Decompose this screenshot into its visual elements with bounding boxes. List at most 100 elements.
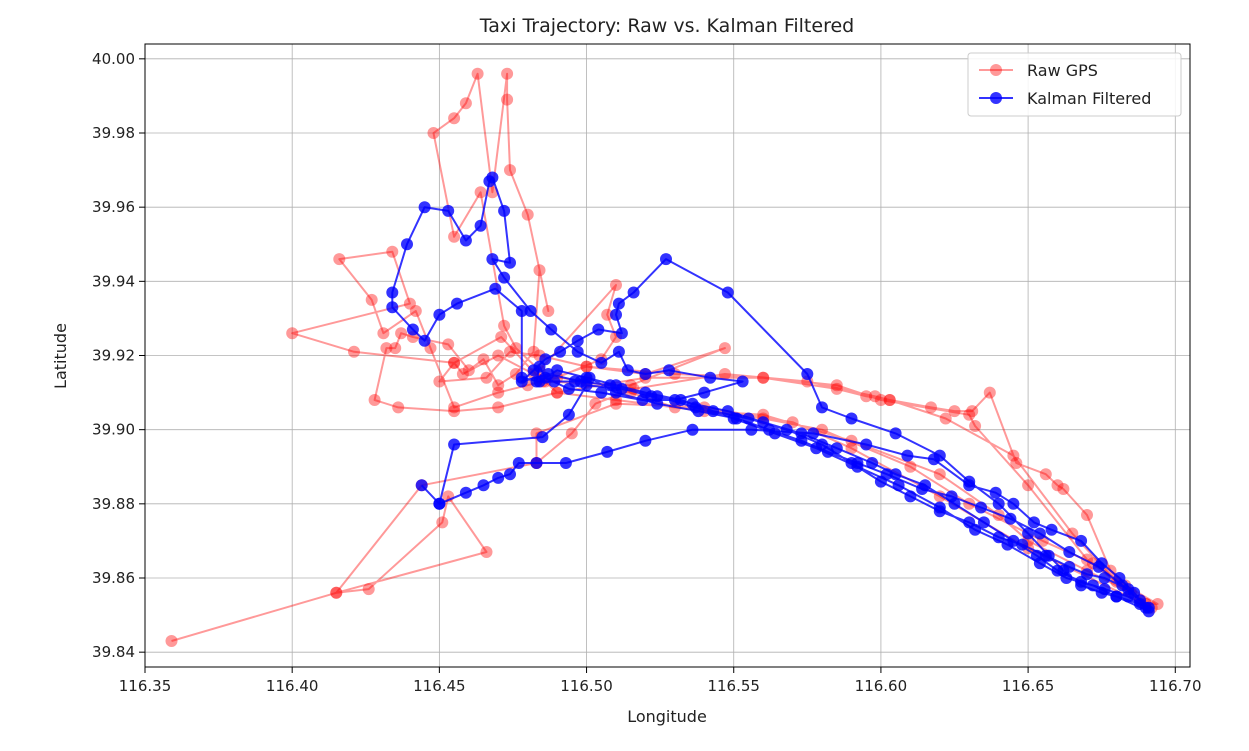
- data-point: [368, 394, 381, 406]
- data-point: [1007, 497, 1020, 510]
- data-point: [492, 401, 505, 414]
- data-point: [883, 394, 896, 406]
- y-axis-label: Latitude: [51, 323, 70, 389]
- data-point: [801, 368, 814, 380]
- data-point: [1045, 523, 1058, 536]
- data-point: [736, 375, 749, 388]
- data-point: [704, 371, 717, 384]
- data-point: [492, 379, 505, 392]
- data-point: [860, 390, 873, 403]
- data-point: [515, 305, 528, 317]
- data-point: [1063, 546, 1076, 558]
- data-point: [601, 308, 614, 321]
- data-point: [504, 164, 516, 177]
- data-point: [1081, 509, 1093, 521]
- data-point: [501, 67, 514, 80]
- data-point: [1134, 594, 1146, 607]
- data-point: [821, 445, 834, 458]
- data-point: [459, 97, 472, 110]
- chart-title: Taxi Trajectory: Raw vs. Kalman Filtered: [479, 15, 854, 37]
- data-point: [975, 501, 987, 514]
- x-axis-label: Longitude: [627, 707, 707, 726]
- data-point: [286, 327, 299, 340]
- data-point: [448, 356, 461, 369]
- data-point: [403, 297, 416, 310]
- legend-box: [967, 52, 1182, 117]
- data-point: [565, 427, 578, 440]
- data-point: [330, 586, 343, 599]
- data-point: [807, 427, 820, 440]
- data-point: [1001, 538, 1014, 551]
- data-point: [545, 323, 558, 336]
- data-point: [386, 245, 399, 258]
- data-point: [1086, 579, 1099, 592]
- data-point: [365, 293, 378, 306]
- data-point: [845, 412, 858, 425]
- data-point: [983, 386, 996, 399]
- data-point: [492, 471, 505, 484]
- data-point: [451, 297, 463, 310]
- data-point: [1098, 572, 1111, 584]
- legend-raw-label: Raw GPS: [1027, 61, 1098, 80]
- data-point: [562, 408, 575, 421]
- data-point: [551, 386, 564, 399]
- data-point: [433, 497, 446, 510]
- data-point: [615, 382, 628, 395]
- data-point: [1092, 560, 1105, 573]
- data-point: [1033, 527, 1046, 540]
- data-point: [409, 305, 422, 317]
- series-kalman-filtered: [386, 171, 1155, 618]
- data-point: [448, 356, 461, 369]
- data-point: [851, 460, 864, 473]
- data-point: [1116, 579, 1129, 592]
- data-point: [348, 345, 360, 358]
- legend: Raw GPS Kalman Filtered: [967, 52, 1182, 117]
- data-point: [963, 475, 976, 488]
- data-point: [406, 323, 419, 336]
- data-point: [945, 490, 958, 503]
- data-point: [1095, 586, 1108, 599]
- data-point: [816, 401, 828, 414]
- data-point: [380, 342, 393, 355]
- data-point: [509, 342, 522, 355]
- data-point: [477, 479, 490, 492]
- data-point: [889, 427, 902, 440]
- data-point: [442, 338, 455, 351]
- data-point: [1063, 560, 1076, 573]
- data-point: [874, 394, 887, 406]
- data-point: [362, 583, 375, 596]
- data-point: [418, 334, 431, 347]
- x-tick-label: 116.55: [707, 677, 760, 695]
- data-point: [1010, 457, 1023, 469]
- data-point: [1033, 557, 1046, 570]
- plot-area: [165, 67, 1164, 647]
- data-point: [480, 371, 493, 384]
- data-point: [433, 308, 446, 321]
- data-point: [530, 375, 543, 388]
- data-point: [536, 431, 549, 444]
- data-point: [830, 379, 843, 392]
- data-point: [721, 286, 734, 299]
- x-tick-label: 116.60: [855, 677, 908, 695]
- data-point: [474, 219, 487, 232]
- legend-kalman-label: Kalman Filtered: [1027, 89, 1151, 108]
- data-point: [515, 371, 528, 384]
- data-point: [612, 345, 625, 358]
- y-tick-label: 40.00: [92, 50, 135, 68]
- data-point: [477, 353, 490, 366]
- data-point: [489, 282, 502, 295]
- data-point: [780, 423, 793, 436]
- data-point: [595, 386, 608, 399]
- data-point: [524, 305, 537, 317]
- data-point: [504, 468, 516, 481]
- data-point: [627, 286, 640, 299]
- data-point: [889, 468, 902, 481]
- data-point: [757, 371, 770, 384]
- data-point: [977, 516, 990, 529]
- data-point: [768, 427, 781, 440]
- data-point: [580, 360, 593, 373]
- x-tick-label: 116.65: [1002, 677, 1055, 695]
- legend-kalman-marker: [990, 92, 1002, 104]
